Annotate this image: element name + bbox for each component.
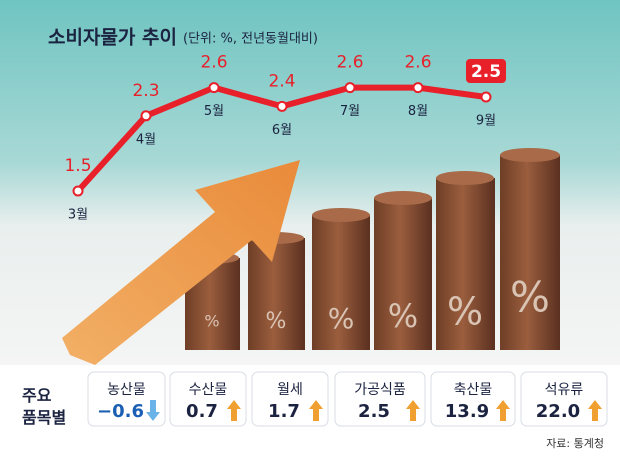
trend-arrow (227, 400, 241, 421)
item-card: 축산물 13.9 (430, 371, 516, 427)
item-box (87, 371, 166, 427)
item-card: 석유류 22.0 (520, 371, 608, 427)
item-box (430, 371, 516, 427)
item-value: 2.5 (358, 401, 390, 422)
svg-text:%: % (328, 302, 355, 335)
item-name: 수산물 (189, 382, 228, 398)
item-name: 가공식품 (354, 382, 406, 398)
item-card: 농산물 −0.6 (87, 371, 166, 427)
point (208, 82, 220, 94)
value-label: 2.6 (336, 53, 363, 73)
value-label: 2.3 (132, 81, 159, 101)
svg-text:%: % (204, 312, 219, 331)
item-value: 22.0 (536, 401, 580, 422)
item-value: −0.6 (97, 401, 144, 422)
item-card: 월세 1.7 (251, 371, 329, 427)
svg-text:%: % (447, 290, 483, 334)
item-box (334, 371, 426, 427)
value-label: 2.6 (200, 53, 227, 73)
point (412, 82, 424, 94)
value-label: 2.5 (471, 62, 501, 82)
item-name: 석유류 (545, 382, 584, 398)
source: 자료: 통계청 (546, 437, 604, 450)
trend-arrow (146, 400, 160, 421)
value-label: 1.5 (64, 156, 91, 176)
item-name: 축산물 (454, 382, 493, 398)
trend-arrow (588, 400, 602, 421)
item-box (251, 371, 329, 427)
trend-arrow (496, 400, 510, 421)
x-tick-label: 5월 (204, 104, 224, 119)
item-card: 가공식품 2.5 (334, 371, 426, 427)
item-box (520, 371, 608, 427)
svg-text:%: % (388, 297, 418, 335)
highlight-box (466, 59, 506, 83)
arrow-photo (62, 160, 300, 365)
item-name: 농산물 (107, 382, 146, 398)
x-tick-label: 9월 (476, 114, 496, 129)
item-card: 수산물 0.7 (169, 371, 247, 427)
x-tick-label: 7월 (340, 104, 360, 119)
item-value: 0.7 (186, 401, 218, 422)
point (480, 91, 492, 103)
x-tick-label: 8월 (408, 104, 428, 119)
item-value: 13.9 (445, 401, 489, 422)
item-name: 월세 (277, 382, 303, 398)
items-title: 품목별 (22, 408, 66, 427)
point (140, 110, 152, 122)
x-tick-label: 4월 (136, 132, 156, 147)
chart-subtitle: (단위: %, 전년동월대비) (183, 32, 318, 47)
chart-title: 소비자물가 추이 (48, 27, 177, 49)
point (276, 100, 288, 112)
items-title: 주요 (22, 386, 52, 405)
cylinders: % % % % % % (185, 148, 560, 350)
value-label: 2.4 (268, 71, 295, 91)
x-tick-label: 6월 (272, 123, 292, 138)
x-tick-label: 3월 (68, 208, 88, 223)
point (344, 82, 356, 94)
trend-arrow (309, 400, 323, 421)
value-label: 2.6 (404, 53, 431, 73)
svg-text:%: % (510, 273, 550, 322)
item-value: 1.7 (268, 401, 300, 422)
trend-arrow (406, 400, 420, 421)
svg-text:%: % (266, 309, 287, 334)
point (72, 185, 84, 197)
item-box (169, 371, 247, 427)
